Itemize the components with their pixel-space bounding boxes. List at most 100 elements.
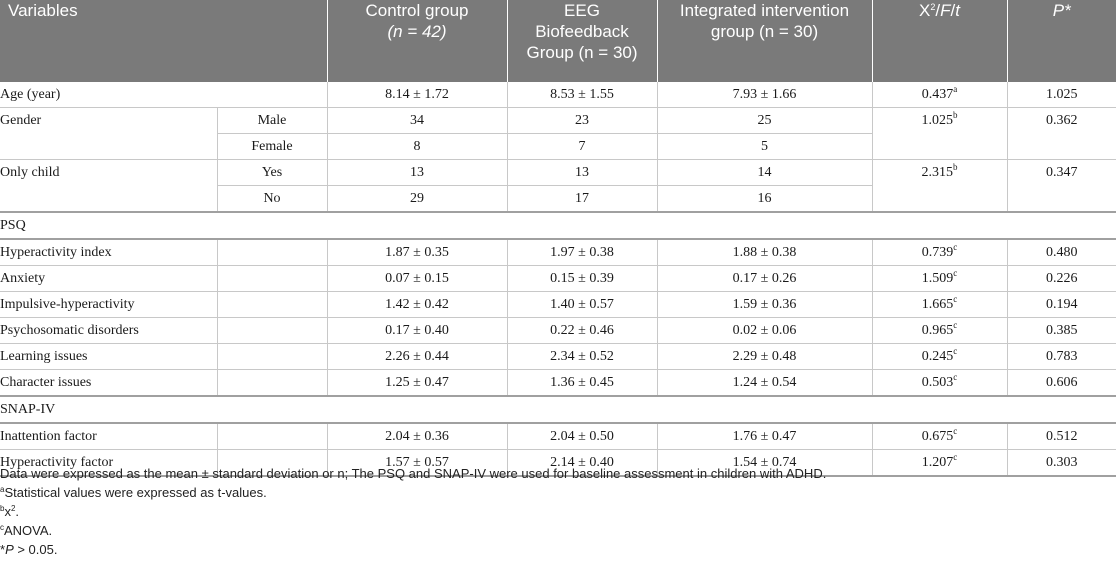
cell-control: 29: [327, 185, 508, 213]
row-label: Age (year): [0, 82, 328, 108]
row-label: Psychosomatic disorders: [0, 317, 218, 344]
cell-integrated: 7.93 ± 1.66: [657, 82, 873, 108]
cell-p: 0.606: [1007, 369, 1116, 397]
section-row-psq: PSQ: [0, 212, 1116, 240]
empty-cell: [217, 239, 328, 266]
cell-stat: 2.315b: [872, 159, 1008, 186]
header-control: Control group (n = 42): [327, 0, 508, 82]
empty-cell: [217, 317, 328, 344]
cell-control: 0.07 ± 0.15: [327, 265, 508, 292]
row-label: Hyperactivity index: [0, 239, 218, 266]
cell-integrated: 1.76 ± 0.47: [657, 423, 873, 450]
header-stat: X2/F/t: [872, 0, 1008, 82]
cell-control: 13: [327, 159, 508, 186]
table-row: Psychosomatic disorders 0.17 ± 0.40 0.22 ±…: [0, 317, 1116, 344]
cell-p: 0.226: [1007, 265, 1116, 292]
cell-integrated: 1.59 ± 0.36: [657, 291, 873, 318]
cell-p: 0.385: [1007, 317, 1116, 344]
cell-control: 2.26 ± 0.44: [327, 343, 508, 370]
cell-stat: 1.207c: [872, 449, 1008, 477]
cell-p: 0.347: [1046, 165, 1078, 180]
header-eeg: EEG Biofeedback Group (n = 30): [507, 0, 658, 82]
cell-eeg: 2.34 ± 0.52: [507, 343, 658, 370]
row-label: Inattention factor: [0, 423, 218, 450]
table-row: Hyperactivity factor 1.57 ± 0.57 2.14 ± 0.…: [0, 449, 1116, 477]
cell-stat: 0.739c: [872, 239, 1008, 266]
table-row: Only child Yes 13 13 14 2.315b 0.347: [0, 159, 1116, 186]
cell-eeg: 0.15 ± 0.39: [507, 265, 658, 292]
row-label: Anxiety: [0, 265, 218, 292]
section-row-snap: SNAP-IV: [0, 396, 1116, 424]
cell-integrated: 1.88 ± 0.38: [657, 239, 873, 266]
table-row: Age (year) 8.14 ± 1.72 8.53 ± 1.55 7.93 …: [0, 82, 1116, 108]
cell-p: 0.480: [1007, 239, 1116, 266]
cell-eeg: 23: [507, 107, 658, 134]
cell-eeg: 13: [507, 159, 658, 186]
cell-integrated: 25: [657, 107, 873, 134]
cell-eeg: 1.97 ± 0.38: [507, 239, 658, 266]
empty-cell: [1007, 133, 1116, 160]
cell-integrated: 16: [657, 185, 873, 213]
table-row: Female 8 7 5: [0, 133, 1116, 160]
footnote: Data were expressed as the mean ± standa…: [0, 466, 827, 481]
table-row: Anxiety 0.07 ± 0.15 0.15 ± 0.39 0.17 ± 0.26…: [0, 265, 1116, 292]
empty-cell: [1007, 185, 1116, 213]
row-label: Learning issues: [0, 343, 218, 370]
row-label: Character issues: [0, 369, 218, 397]
table-row: Learning issues 2.26 ± 0.44 2.34 ± 0.52 2.2…: [0, 343, 1116, 370]
cell-integrated: 1.54 ± 0.74: [657, 449, 873, 477]
empty-cell: [0, 185, 218, 213]
row-sublabel: Yes: [217, 159, 328, 186]
cell-stat: 0.503c: [872, 369, 1008, 397]
cell-eeg: 0.22 ± 0.46: [507, 317, 658, 344]
cell-p: 0.303: [1007, 449, 1116, 477]
cell-stat: 0.245c: [872, 343, 1008, 370]
table-row: Hyperactivity index 1.87 ± 0.35 1.97 ± 0.3…: [0, 239, 1116, 266]
cell-stat: 1.509c: [872, 265, 1008, 292]
cell-integrated: 14: [657, 159, 873, 186]
cell-stat: 0.965c: [872, 317, 1008, 344]
row-label: Hyperactivity factor: [0, 449, 218, 477]
cell-p: 0.783: [1007, 343, 1116, 370]
empty-cell: [217, 265, 328, 292]
footnote-c: cANOVA.: [0, 523, 53, 538]
header-integrated: Integrated intervention group (n = 30): [657, 0, 873, 82]
empty-cell: [217, 449, 328, 477]
cell-p: 0.362: [1046, 113, 1078, 128]
cell-eeg: 1.40 ± 0.57: [507, 291, 658, 318]
header-p: P*: [1007, 0, 1116, 82]
cell-stat: 0.437a: [872, 82, 1008, 108]
table-footnotes: Data were expressed as the mean ± standa…: [0, 464, 826, 559]
cell-control: 2.04 ± 0.36: [327, 423, 508, 450]
empty-cell: [217, 343, 328, 370]
cell-integrated: 0.17 ± 0.26: [657, 265, 873, 292]
cell-control: 34: [327, 107, 508, 134]
section-label: PSQ: [0, 212, 1116, 240]
cell-eeg: 7: [507, 133, 658, 160]
table-header-row: Variables Control group (n = 42) EEG Biofe…: [0, 0, 1116, 82]
row-sublabel: Male: [217, 107, 328, 134]
cell-stat: 0.675c: [872, 423, 1008, 450]
cell-integrated: 1.24 ± 0.54: [657, 369, 873, 397]
cell-integrated: 5: [657, 133, 873, 160]
cell-control: 8: [327, 133, 508, 160]
empty-cell: [217, 369, 328, 397]
cell-eeg: 1.36 ± 0.45: [507, 369, 658, 397]
cell-eeg: 2.14 ± 0.40: [507, 449, 658, 477]
cell-control: 1.25 ± 0.47: [327, 369, 508, 397]
row-label: Gender: [0, 107, 218, 134]
cell-eeg: 8.53 ± 1.55: [507, 82, 658, 108]
cell-p: 0.512: [1007, 423, 1116, 450]
empty-cell: [217, 291, 328, 318]
cell-control: 0.17 ± 0.40: [327, 317, 508, 344]
cell-p: 0.194: [1007, 291, 1116, 318]
cell-stat: 1.665c: [872, 291, 1008, 318]
table-row: Inattention factor 2.04 ± 0.36 2.04 ± 0.50…: [0, 423, 1116, 450]
cell-control: 1.87 ± 0.35: [327, 239, 508, 266]
footnote-a: aStatistical values were expressed as t-…: [0, 485, 267, 500]
row-sublabel: No: [217, 185, 328, 213]
cell-integrated: 2.29 ± 0.48: [657, 343, 873, 370]
baseline-table: Variables Control group (n = 42) EEG Biofe…: [0, 0, 1116, 477]
header-variables: Variables: [0, 0, 328, 82]
cell-p: 1.025: [1007, 82, 1116, 108]
